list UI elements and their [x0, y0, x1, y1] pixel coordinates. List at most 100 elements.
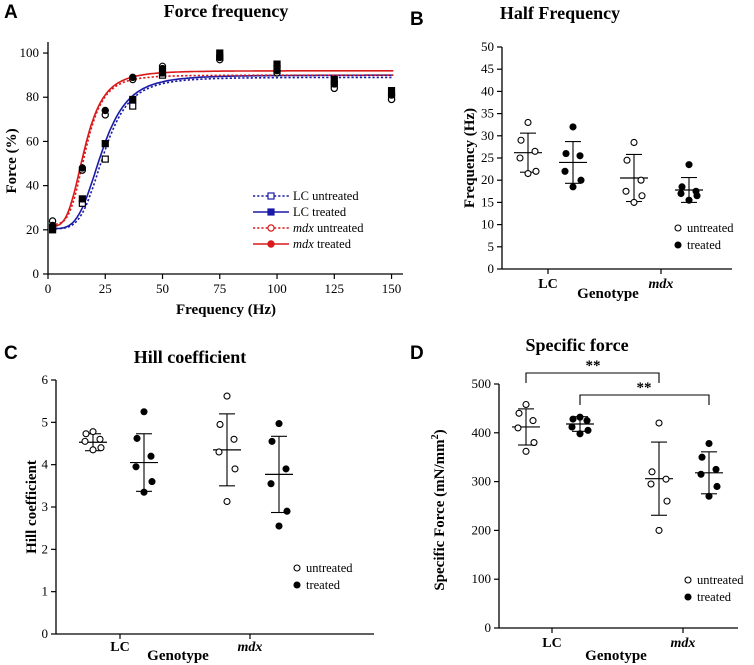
legend-label-rest: untreated — [314, 221, 364, 235]
panel-d-data-point-lc-untreated — [515, 409, 523, 417]
panel-d-y-tick-label: 200 — [472, 522, 492, 537]
panel-a-y-tick-label: 0 — [33, 266, 40, 281]
panel-d-data-point-lc-untreated — [514, 424, 522, 432]
panel-c-legend-marker — [293, 581, 301, 589]
panel-a-xlabel: Frequency (Hz) — [176, 302, 276, 318]
panel-b-category-lc: LC — [538, 277, 557, 292]
panel-b-data-point-mdx-untreated — [623, 156, 631, 164]
panel-d-y-tick-label: 500 — [472, 376, 492, 391]
panel-b-xlabel: Genotype — [577, 286, 639, 302]
legend-label-italic: mdx — [293, 237, 314, 251]
panel-c-data-point-mdx-untreated — [223, 497, 231, 506]
panel-a-y-tick-label: 60 — [26, 133, 39, 148]
panel-c-data-point-lc-untreated — [82, 430, 90, 438]
panel-c-data-point-mdx-treated — [275, 522, 283, 530]
panel-c-y-tick-label: 3 — [42, 499, 49, 514]
legend-marker — [267, 240, 275, 248]
panel-d-data-point-lc-untreated — [529, 417, 537, 425]
panel-a-y-tick-label: 100 — [20, 45, 40, 60]
panel-b-data-point-mdx-untreated — [630, 198, 638, 206]
panel-d-data-point-lc-untreated — [530, 439, 538, 447]
panel-c-legend-label: treated — [306, 578, 341, 592]
panel-d-data-point-mdx-treated — [705, 439, 713, 448]
legend-label: mdx treated — [293, 237, 352, 251]
panel-d-legend-label: untreated — [697, 573, 744, 587]
panel-d-data-point-mdx-untreated — [655, 526, 663, 534]
panel-c-y-tick-label: 1 — [42, 584, 49, 599]
panel-d-title: Specific force — [525, 335, 628, 355]
panel-d-category-lc: LC — [542, 636, 561, 651]
fit-curve-mdx-treated — [51, 70, 394, 228]
panel-b-data-point-mdx-treated — [685, 161, 693, 169]
panel-c-hill-coefficient: Hill coefficient Genotype Hill coefficie… — [24, 347, 374, 664]
panel-b-data-point-lc-untreated — [524, 118, 532, 127]
panel-b-data-point-lc-treated — [569, 183, 577, 191]
panel-c-data-point-lc-treated — [148, 478, 156, 486]
panel-d-specific-force: Specific force Genotype Specific Force (… — [430, 335, 744, 664]
panel-c-data-point-mdx-untreated — [223, 392, 231, 400]
panel-c-data-point-lc-treated — [140, 408, 148, 416]
panel-b-data-point-mdx-treated — [678, 183, 686, 191]
panel-b-y-tick-label: 45 — [481, 61, 494, 76]
panel-b-data-point-lc-treated — [569, 123, 577, 131]
panel-d-data-point-lc-treated — [584, 426, 592, 434]
panel-d-data-point-lc-untreated — [522, 400, 530, 409]
panel-b-data-point-mdx-treated — [685, 196, 693, 204]
panel-d-xlabel: Genotype — [585, 648, 647, 664]
data-point-mdx-treated — [78, 164, 87, 172]
panel-d-data-point-lc-treated — [569, 415, 577, 423]
legend-label: LC treated — [293, 205, 347, 219]
panel-b-y-tick-label: 5 — [488, 239, 495, 254]
panel-b-data-point-mdx-treated — [677, 189, 685, 198]
data-point-LC-treated — [129, 95, 137, 104]
panel-c-legend-marker — [293, 564, 301, 572]
panel-b-data-point-lc-treated — [561, 167, 569, 175]
panel-c-category-lc: LC — [110, 640, 129, 655]
panel-c-data-point-lc-untreated — [81, 437, 89, 445]
panel-c-data-point-lc-treated — [147, 452, 155, 460]
panel-d-data-point-mdx-untreated — [655, 419, 663, 427]
panel-c-data-point-mdx-treated — [267, 480, 275, 488]
data-point-mdx-treated — [158, 64, 167, 73]
panel-a-x-tick-label: 25 — [99, 281, 112, 296]
panel-a-title: Force frequency — [164, 1, 289, 21]
fit-curve-LC-treated — [51, 74, 394, 230]
panel-d-ylabel-sup: 2 — [430, 434, 441, 439]
panel-b-y-tick-label: 20 — [481, 172, 494, 187]
panel-c-data-point-lc-treated — [133, 434, 141, 442]
panel-label-d: D — [410, 343, 424, 364]
panel-a-x-tick-label: 50 — [156, 281, 169, 296]
panel-c-xlabel: Genotype — [147, 648, 209, 664]
panel-d-data-point-lc-treated — [583, 417, 591, 425]
panel-label-b: B — [410, 9, 424, 30]
panel-b-data-point-lc-untreated — [532, 167, 540, 175]
panel-a-x-tick-label: 125 — [325, 281, 345, 296]
data-point-mdx-treated — [216, 53, 224, 62]
panel-b-y-tick-label: 35 — [481, 106, 494, 121]
panel-b-data-point-lc-untreated — [524, 169, 532, 178]
data-point-LC-treated — [78, 195, 86, 203]
data-point-mdx-treated — [101, 106, 109, 115]
panel-c-data-point-mdx-treated — [282, 465, 290, 473]
panel-b-category-mdx: mdx — [649, 277, 674, 292]
panel-b-ylabel: Frequency (Hz) — [462, 108, 478, 208]
panel-b-data-point-lc-untreated — [517, 136, 525, 144]
panel-b-y-tick-label: 50 — [481, 39, 494, 54]
panel-b-data-point-mdx-untreated — [637, 176, 645, 184]
panel-d-data-point-mdx-untreated — [647, 480, 655, 488]
panel-a-y-tick-label: 40 — [26, 178, 39, 193]
panel-c-data-point-mdx-untreated — [216, 420, 224, 429]
panel-d-ylabel-main: Specific Force (mN/mm — [432, 439, 448, 591]
panel-d-data-point-lc-treated — [576, 430, 584, 438]
panel-label-a: A — [4, 2, 18, 23]
panel-c-title: Hill coefficient — [134, 347, 246, 367]
data-point-LC-untreated — [101, 155, 109, 163]
panel-c-data-point-mdx-treated — [275, 420, 283, 428]
panel-label-c: C — [4, 343, 18, 364]
panel-b-half-frequency: Half Frequency Genotype Frequency (Hz) 0… — [462, 3, 734, 302]
panel-b-y-tick-label: 25 — [481, 150, 494, 165]
legend-label: mdx untreated — [293, 221, 364, 235]
data-point-mdx-treated — [330, 80, 338, 88]
data-point-mdx-treated — [48, 221, 57, 230]
legend-label-rest: LC untreated — [293, 189, 359, 203]
